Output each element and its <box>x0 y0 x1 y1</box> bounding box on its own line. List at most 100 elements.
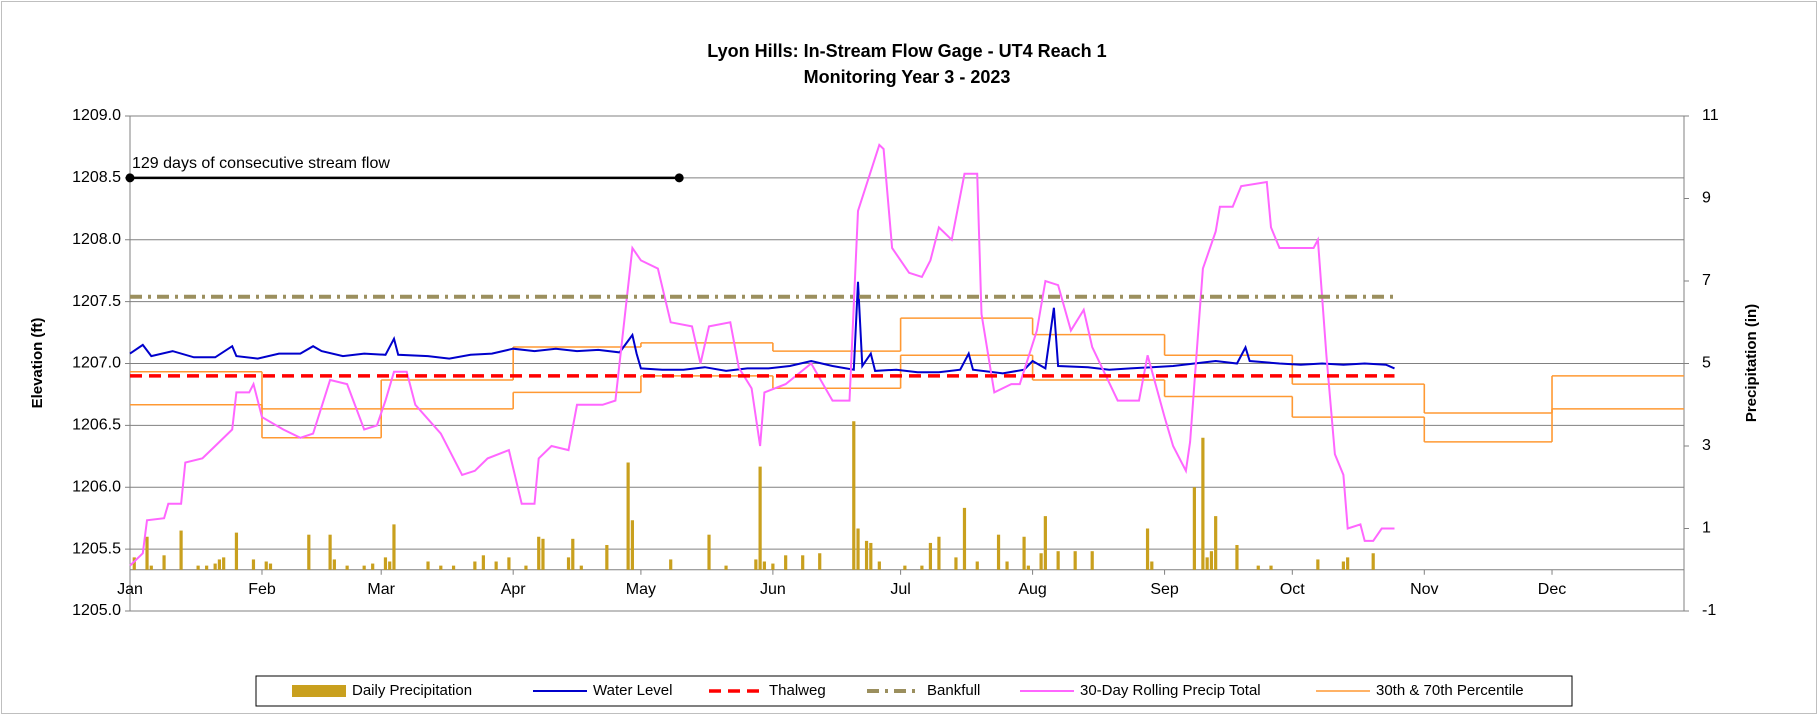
precip-bar <box>451 565 456 570</box>
precip-bar <box>217 559 222 570</box>
precip-bar <box>762 561 766 570</box>
precip-bar <box>162 555 166 570</box>
precip-bar <box>1214 516 1218 570</box>
x-tick-label: Aug <box>1018 581 1046 598</box>
precip-bar <box>579 565 583 570</box>
precip-bar <box>1039 553 1043 570</box>
y-tick-label: 1206.5 <box>72 417 121 434</box>
legend-swatch <box>292 685 346 697</box>
precip-bar <box>213 563 217 570</box>
precip-bar <box>869 542 873 570</box>
legend-label: Daily Precipitation <box>352 682 472 699</box>
precip-bar <box>758 466 762 570</box>
y2-axis-title: Precipitation (in) <box>1743 304 1760 422</box>
precip-bar <box>537 536 541 570</box>
y-tick-label: 1206.0 <box>72 478 121 495</box>
precip-bar <box>494 561 498 570</box>
y-tick-label: 1205.5 <box>72 540 121 557</box>
precip-bar <box>1090 551 1094 570</box>
precip-bar <box>1205 557 1209 570</box>
precip-bar <box>996 534 1001 570</box>
y2-tick-label: 3 <box>1702 437 1711 454</box>
x-tick-label: Apr <box>501 581 527 598</box>
x-tick-label: Oct <box>1280 581 1305 598</box>
precip-bar <box>1341 561 1345 570</box>
precip-bar <box>332 559 336 570</box>
precip-bar <box>1269 565 1273 570</box>
precip-bar <box>371 563 375 570</box>
precip-bar <box>626 462 630 570</box>
precip-bar <box>439 565 443 570</box>
y-tick-label: 1205.0 <box>72 602 121 619</box>
precip-bar <box>507 557 511 570</box>
precip-bar <box>669 559 673 570</box>
precip-bar <box>928 542 933 570</box>
y-axis-title: Elevation (ft) <box>29 318 46 409</box>
precip-bar <box>1026 565 1030 570</box>
precip-bar <box>1201 437 1205 570</box>
precip-bar <box>605 545 609 570</box>
precip-bar <box>264 561 268 570</box>
precip-bar <box>145 536 149 570</box>
legend-label: 30-Day Rolling Precip Total <box>1080 682 1261 699</box>
precip-bar <box>1043 516 1047 570</box>
precip-bar <box>864 540 869 570</box>
x-tick-label: Feb <box>248 581 276 598</box>
legend-label: 30th & 70th Percentile <box>1376 682 1524 699</box>
precip-bar <box>1150 561 1154 570</box>
precip-bar <box>630 520 634 570</box>
precip-bar <box>707 534 711 570</box>
legend-label: Bankfull <box>927 682 980 699</box>
legend-label: Water Level <box>593 682 672 699</box>
precip-bar <box>1073 551 1077 570</box>
precip-bar <box>1192 487 1196 570</box>
precip-bar <box>268 563 273 570</box>
precip-bar <box>962 507 967 570</box>
y-tick-label: 1207.5 <box>72 293 121 310</box>
precip-bar <box>1145 528 1150 570</box>
precip-bar <box>473 561 477 570</box>
precip-bar <box>524 565 528 570</box>
precip-bar <box>1209 551 1214 570</box>
precip-bar <box>234 532 239 570</box>
precip-bar <box>1235 545 1239 570</box>
precip-bar <box>877 561 881 570</box>
y2-tick-label: 9 <box>1702 190 1711 207</box>
precip-bar <box>362 565 366 570</box>
precip-bar <box>1022 536 1026 570</box>
precip-bar <box>132 557 136 570</box>
precip-bar <box>541 538 545 570</box>
y-tick-label: 1207.0 <box>72 355 121 372</box>
precip-bar <box>392 524 396 570</box>
x-tick-label: Mar <box>367 581 395 598</box>
precip-bar <box>566 557 571 570</box>
precip-bar <box>179 530 183 570</box>
annotation-dot <box>674 173 684 183</box>
precip-bar <box>205 565 209 570</box>
x-tick-label: Jan <box>117 581 143 598</box>
precip-bar <box>571 538 575 570</box>
x-tick-label: Jul <box>890 581 910 598</box>
precip-bar <box>754 559 758 570</box>
precip-bar <box>426 561 430 570</box>
y-tick-label: 1208.5 <box>72 169 121 186</box>
precip-bar <box>818 553 822 570</box>
precip-bar <box>920 565 924 570</box>
precip-bar <box>481 555 485 570</box>
precip-bar <box>975 561 979 570</box>
precip-bar <box>383 557 388 570</box>
y2-tick-label: 7 <box>1702 272 1711 289</box>
precip-bar <box>1005 561 1009 570</box>
y2-tick-label: 1 <box>1702 520 1711 537</box>
precip-bar <box>856 528 860 570</box>
precip-bar <box>784 555 788 570</box>
precip-bar <box>852 421 856 570</box>
precip-bar <box>1371 553 1375 570</box>
precip-bar <box>771 563 775 570</box>
y2-tick-label: 11 <box>1702 107 1719 124</box>
precip-bar <box>222 557 226 570</box>
x-tick-label: Nov <box>1410 581 1438 598</box>
precip-bar <box>937 536 941 570</box>
